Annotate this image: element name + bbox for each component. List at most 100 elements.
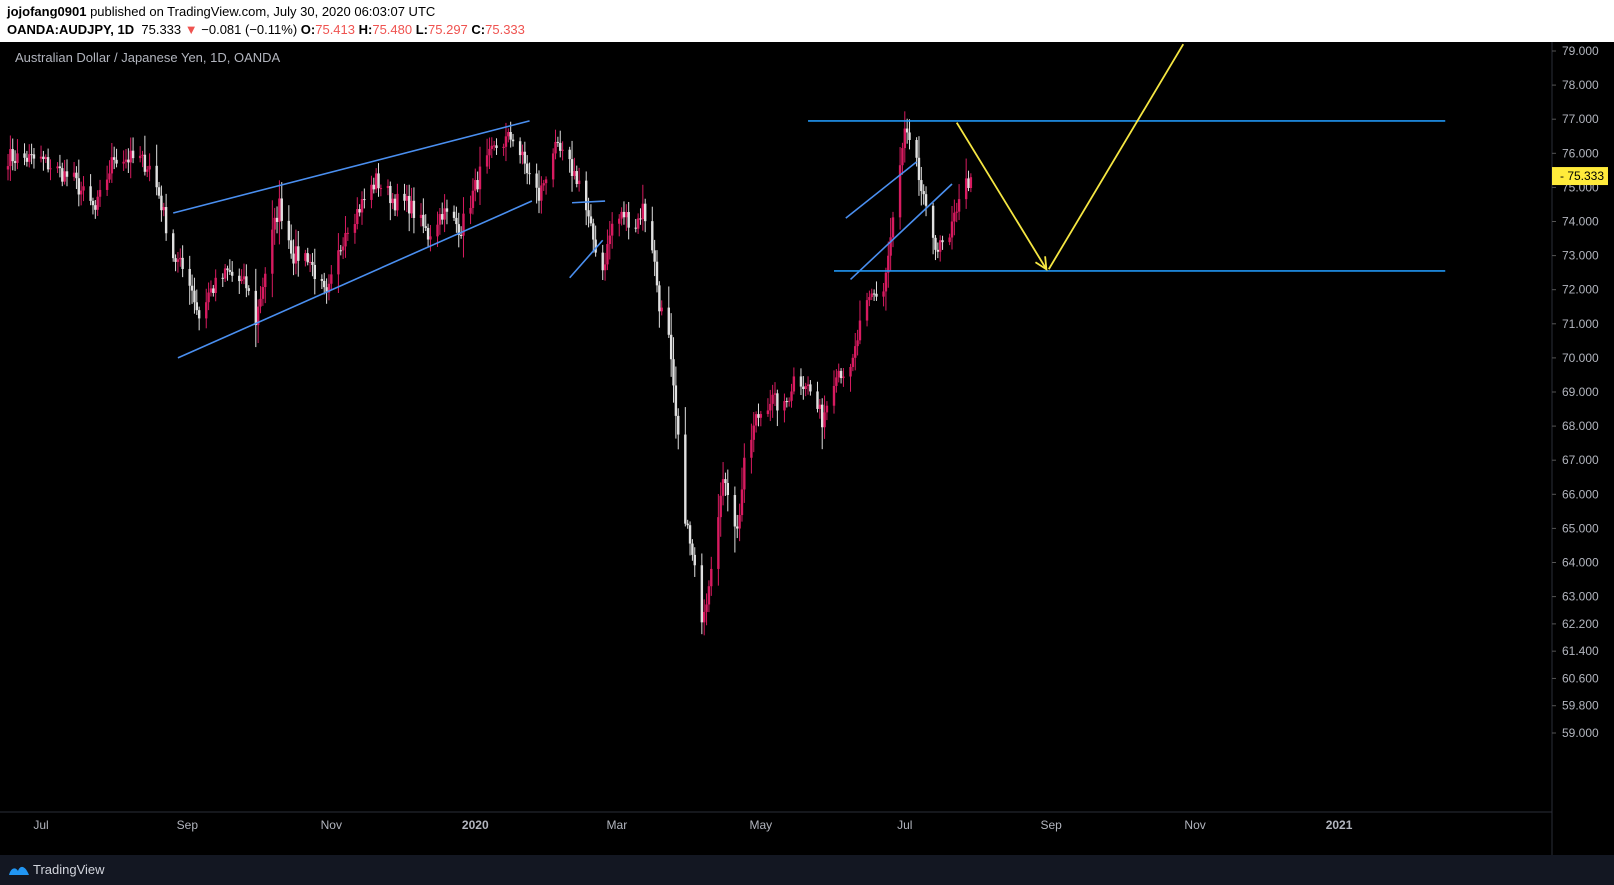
published-info: published on TradingView.com, July 30, 2… [86, 4, 436, 19]
candle-body [672, 359, 675, 386]
candle [608, 220, 611, 260]
candle-body [32, 154, 36, 159]
candle-body [950, 221, 954, 238]
candle [790, 383, 793, 408]
candle [570, 140, 574, 192]
candle-body [851, 357, 855, 367]
candle [356, 197, 359, 230]
projection-arrow[interactable] [1047, 43, 1185, 270]
candle [228, 259, 232, 275]
candle-body [363, 199, 366, 201]
candle [306, 247, 309, 266]
candle [49, 159, 52, 181]
candle [190, 274, 194, 304]
tradingview-logo-icon[interactable] [8, 863, 30, 877]
candle [528, 162, 531, 185]
candle [651, 206, 654, 254]
open-label: O: [300, 22, 316, 37]
candle-body [858, 320, 862, 341]
candle [91, 197, 95, 215]
candle [766, 398, 770, 417]
trendline[interactable] [571, 200, 606, 204]
candle-body [556, 141, 560, 143]
price-axis[interactable]: 79.00078.00077.00076.00075.00074.00073.0… [1552, 44, 1608, 740]
trendline[interactable] [569, 239, 604, 279]
candle-body [821, 404, 824, 428]
candle-body [787, 400, 791, 402]
candle-body [703, 611, 706, 623]
candle [752, 412, 755, 453]
candle-body [733, 495, 737, 527]
candle-body [58, 166, 62, 169]
candle-body [16, 153, 19, 163]
candle-body [806, 384, 810, 387]
candle [485, 138, 489, 174]
candle-body [290, 240, 293, 254]
candle [341, 237, 345, 259]
candle [870, 288, 873, 301]
candle [875, 281, 878, 301]
candle [148, 153, 151, 182]
candles-layer [6, 111, 973, 636]
candle-body [957, 199, 961, 212]
trendline[interactable] [849, 183, 953, 281]
low-label: L: [415, 22, 429, 37]
candle [96, 190, 99, 216]
candle [601, 244, 604, 280]
candle-body [181, 257, 184, 269]
candle-body [280, 198, 283, 221]
candle-body [323, 280, 326, 288]
candle [271, 200, 274, 298]
projection-arrow[interactable] [955, 122, 1048, 270]
price-chart[interactable]: 79.00078.00077.00076.00075.00074.00073.0… [0, 42, 1614, 855]
candle-body [131, 150, 135, 159]
candle [330, 265, 333, 290]
candle-body [495, 145, 498, 148]
candle [868, 290, 871, 307]
candle [209, 280, 213, 297]
candle-body [452, 211, 456, 218]
trendline[interactable] [177, 200, 533, 359]
candle-body [356, 209, 359, 225]
candle [82, 176, 85, 202]
candle-body [56, 166, 59, 169]
candle [226, 265, 229, 281]
candle [750, 423, 753, 474]
candle [264, 267, 267, 304]
candle [422, 198, 425, 234]
candle-body [905, 128, 909, 133]
candle [703, 599, 706, 636]
x-tick-label: Jul [33, 818, 48, 832]
candle [620, 207, 623, 226]
candle [743, 443, 746, 503]
candle-body [294, 246, 298, 264]
candle [77, 159, 80, 207]
candle [625, 204, 628, 231]
candle-body [559, 142, 562, 151]
candle-body [757, 414, 760, 418]
candle-body [540, 185, 543, 201]
candle-body [344, 233, 347, 247]
chart-background [0, 42, 1614, 855]
candle [179, 248, 182, 267]
candle-body [306, 253, 309, 263]
candle-body [242, 276, 246, 280]
candle [835, 369, 838, 393]
candle-body [94, 205, 97, 210]
candle-body [509, 132, 512, 140]
footer-brand[interactable]: TradingView [33, 862, 105, 877]
candle-body [275, 217, 279, 222]
candle-body [330, 274, 333, 284]
candle [603, 252, 607, 281]
time-axis[interactable]: Jul Sep Nov 2020 Mar May Jul Sep Nov 2021 [33, 818, 1352, 832]
close-value: 75.333 [485, 22, 525, 37]
candle-body [42, 156, 45, 160]
candle-body [816, 391, 819, 409]
author-name[interactable]: jojofang0901 [7, 4, 87, 19]
trendline[interactable] [845, 161, 918, 219]
trendline[interactable] [172, 120, 530, 214]
x-tick-label: May [750, 818, 773, 832]
arrow-head-icon [1034, 256, 1048, 272]
candle [290, 224, 293, 259]
candle-body [231, 271, 234, 276]
